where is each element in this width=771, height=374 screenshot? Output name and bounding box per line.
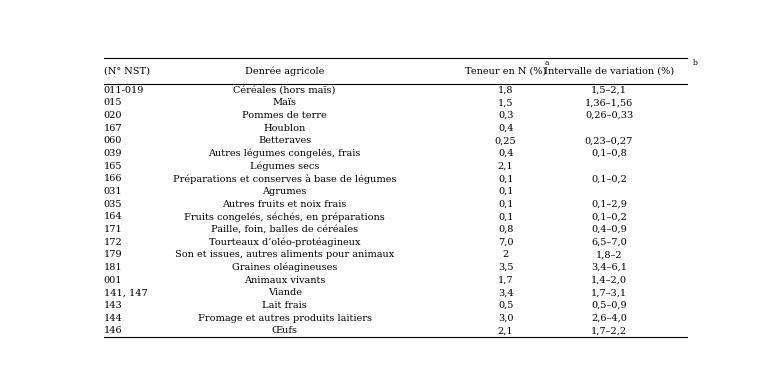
Text: Son et issues, autres aliments pour animaux: Son et issues, autres aliments pour anim… — [175, 250, 394, 259]
Text: 2,6–4,0: 2,6–4,0 — [591, 314, 627, 323]
Text: 1,8: 1,8 — [498, 86, 513, 95]
Text: 039: 039 — [103, 149, 122, 158]
Text: Céréales (hors maïs): Céréales (hors maïs) — [234, 86, 336, 95]
Text: 1,5: 1,5 — [498, 98, 513, 107]
Text: 143: 143 — [103, 301, 123, 310]
Text: 1,4–2,0: 1,4–2,0 — [591, 276, 627, 285]
Text: 0,1–0,8: 0,1–0,8 — [591, 149, 627, 158]
Text: 2: 2 — [503, 250, 509, 259]
Text: 3,4–6,1: 3,4–6,1 — [591, 263, 627, 272]
Text: 1,7–3,1: 1,7–3,1 — [591, 288, 627, 297]
Text: Pommes de terre: Pommes de terre — [242, 111, 327, 120]
Text: 0,4: 0,4 — [498, 149, 513, 158]
Text: 7,0: 7,0 — [498, 237, 513, 246]
Text: Préparations et conserves à base de légumes: Préparations et conserves à base de légu… — [173, 174, 396, 184]
Text: 001: 001 — [103, 276, 122, 285]
Text: Animaux vivants: Animaux vivants — [244, 276, 325, 285]
Text: Denrée agricole: Denrée agricole — [245, 66, 325, 76]
Text: a: a — [544, 59, 549, 67]
Text: 166: 166 — [103, 174, 122, 183]
Text: 2,1: 2,1 — [498, 162, 513, 171]
Text: 146: 146 — [103, 327, 122, 335]
Text: Graines oléagineuses: Graines oléagineuses — [232, 263, 337, 272]
Text: 0,1: 0,1 — [498, 200, 513, 209]
Text: Betteraves: Betteraves — [258, 136, 311, 145]
Text: 031: 031 — [103, 187, 122, 196]
Text: Légumes secs: Légumes secs — [250, 161, 319, 171]
Text: 0,5–0,9: 0,5–0,9 — [591, 301, 627, 310]
Text: Fromage et autres produits laitiers: Fromage et autres produits laitiers — [197, 314, 372, 323]
Text: Autres fruits et noix frais: Autres fruits et noix frais — [222, 200, 347, 209]
Text: 020: 020 — [103, 111, 122, 120]
Text: 165: 165 — [103, 162, 122, 171]
Text: 015: 015 — [103, 98, 122, 107]
Text: 144: 144 — [103, 314, 123, 323]
Text: 181: 181 — [103, 263, 122, 272]
Text: 3,4: 3,4 — [498, 288, 513, 297]
Text: 141, 147: 141, 147 — [103, 288, 147, 297]
Text: 0,4: 0,4 — [498, 123, 513, 133]
Text: 0,1–0,2: 0,1–0,2 — [591, 174, 627, 183]
Text: Maïs: Maïs — [273, 98, 297, 107]
Text: Tourteaux d’oléo-protéagineux: Tourteaux d’oléo-protéagineux — [209, 237, 360, 247]
Text: 0,1–2,9: 0,1–2,9 — [591, 200, 627, 209]
Text: 1,8–2: 1,8–2 — [596, 250, 622, 259]
Text: Agrumes: Agrumes — [262, 187, 307, 196]
Text: 035: 035 — [103, 200, 122, 209]
Text: 0,1: 0,1 — [498, 187, 513, 196]
Text: 0,1: 0,1 — [498, 174, 513, 183]
Text: 0,4–0,9: 0,4–0,9 — [591, 225, 627, 234]
Text: 3,0: 3,0 — [498, 314, 513, 323]
Text: 0,1: 0,1 — [498, 212, 513, 221]
Text: Œufs: Œufs — [271, 327, 298, 335]
Text: 167: 167 — [103, 123, 122, 133]
Text: Viande: Viande — [268, 288, 301, 297]
Text: 1,7–2,2: 1,7–2,2 — [591, 327, 627, 335]
Text: Autres légumes congelés, frais: Autres légumes congelés, frais — [208, 149, 361, 158]
Text: 0,3: 0,3 — [498, 111, 513, 120]
Text: 164: 164 — [103, 212, 122, 221]
Text: Lait frais: Lait frais — [262, 301, 307, 310]
Text: 171: 171 — [103, 225, 123, 234]
Text: 011-019: 011-019 — [103, 86, 144, 95]
Text: 1,36–1,56: 1,36–1,56 — [585, 98, 633, 107]
Text: Paille, foin, balles de céréales: Paille, foin, balles de céréales — [211, 225, 359, 234]
Text: 1,7: 1,7 — [498, 276, 513, 285]
Text: Houblon: Houblon — [264, 123, 306, 133]
Text: 0,26–0,33: 0,26–0,33 — [585, 111, 633, 120]
Text: 0,1–0,2: 0,1–0,2 — [591, 212, 627, 221]
Text: 179: 179 — [103, 250, 122, 259]
Text: Fruits congelés, séchés, en préparations: Fruits congelés, séchés, en préparations — [184, 212, 385, 221]
Text: 1,5–2,1: 1,5–2,1 — [591, 86, 627, 95]
Text: Intervalle de variation (%): Intervalle de variation (%) — [544, 66, 674, 75]
Text: 172: 172 — [103, 237, 123, 246]
Text: 2,1: 2,1 — [498, 327, 513, 335]
Text: (N° NST): (N° NST) — [103, 66, 150, 75]
Text: 0,8: 0,8 — [498, 225, 513, 234]
Text: b: b — [692, 59, 697, 67]
Text: Teneur en N (%): Teneur en N (%) — [465, 66, 547, 75]
Text: 0,23–0,27: 0,23–0,27 — [585, 136, 633, 145]
Text: 0,5: 0,5 — [498, 301, 513, 310]
Text: 0,25: 0,25 — [495, 136, 517, 145]
Text: 3,5: 3,5 — [498, 263, 513, 272]
Text: 060: 060 — [103, 136, 122, 145]
Text: 6,5–7,0: 6,5–7,0 — [591, 237, 627, 246]
